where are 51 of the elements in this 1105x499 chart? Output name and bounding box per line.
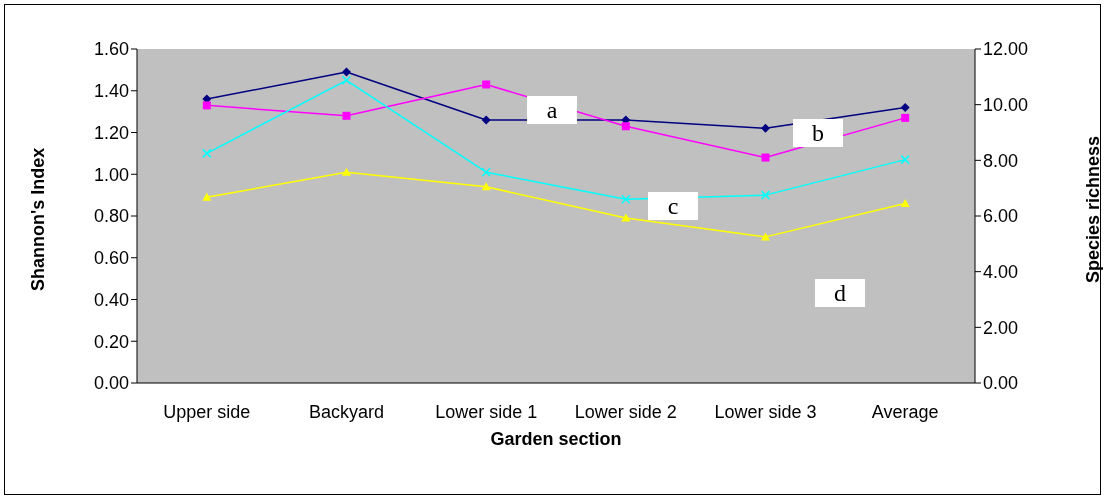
y-tick-label: 0.20	[93, 331, 129, 352]
point	[901, 113, 910, 122]
annotation: d	[815, 279, 865, 307]
x-tick-label: Upper side	[163, 401, 251, 422]
point	[481, 115, 491, 125]
y-tick-label: 1.20	[93, 122, 129, 143]
point	[761, 123, 770, 133]
point	[342, 167, 351, 176]
point	[481, 182, 491, 191]
point	[900, 102, 910, 112]
y2-tick-label: 6.00	[983, 206, 1019, 227]
y2-tick-label: 12.00	[983, 39, 1029, 60]
x-axis-title: Garden section	[490, 429, 622, 449]
point	[621, 194, 631, 205]
point	[760, 190, 771, 200]
y-tick-label: 0.80	[93, 206, 129, 227]
annotation: c	[648, 192, 698, 220]
y2-axis-title: Species richness	[1083, 136, 1104, 284]
y-tick-label: 0.00	[93, 373, 129, 394]
point	[900, 154, 910, 165]
y-tick-label: 1.00	[93, 164, 129, 185]
point	[900, 198, 910, 207]
point	[202, 101, 211, 110]
y-axis-title: Shannon's Index	[28, 147, 49, 291]
y-tick-label: 0.40	[93, 289, 129, 310]
y-tick-label: 1.60	[93, 39, 129, 60]
x-tick-label: Lower side 2	[574, 401, 677, 422]
point	[202, 148, 212, 159]
point	[761, 153, 770, 162]
annotation: b	[793, 119, 843, 147]
x-tick-label: Average	[871, 401, 939, 422]
y2-tick-label: 4.00	[983, 262, 1019, 283]
y2-tick-label: 0.00	[983, 373, 1019, 394]
annotation: a	[527, 96, 577, 124]
point	[621, 213, 631, 222]
point	[761, 232, 770, 241]
x-tick-label: Backyard	[308, 401, 385, 422]
y2-tick-label: 2.00	[983, 317, 1019, 338]
y-tick-label: 1.40	[93, 81, 129, 102]
x-tick-label: Lower side 3	[714, 401, 817, 422]
point	[342, 111, 351, 120]
y-tick-label: 0.60	[93, 248, 129, 269]
point	[342, 67, 351, 77]
point	[341, 75, 352, 86]
y2-tick-label: 10.00	[983, 95, 1029, 116]
y2-tick-label: 8.00	[983, 150, 1019, 171]
point	[202, 192, 212, 201]
point	[481, 167, 491, 177]
x-tick-label: Lower side 1	[435, 401, 538, 422]
point	[482, 80, 491, 89]
point	[621, 122, 630, 131]
